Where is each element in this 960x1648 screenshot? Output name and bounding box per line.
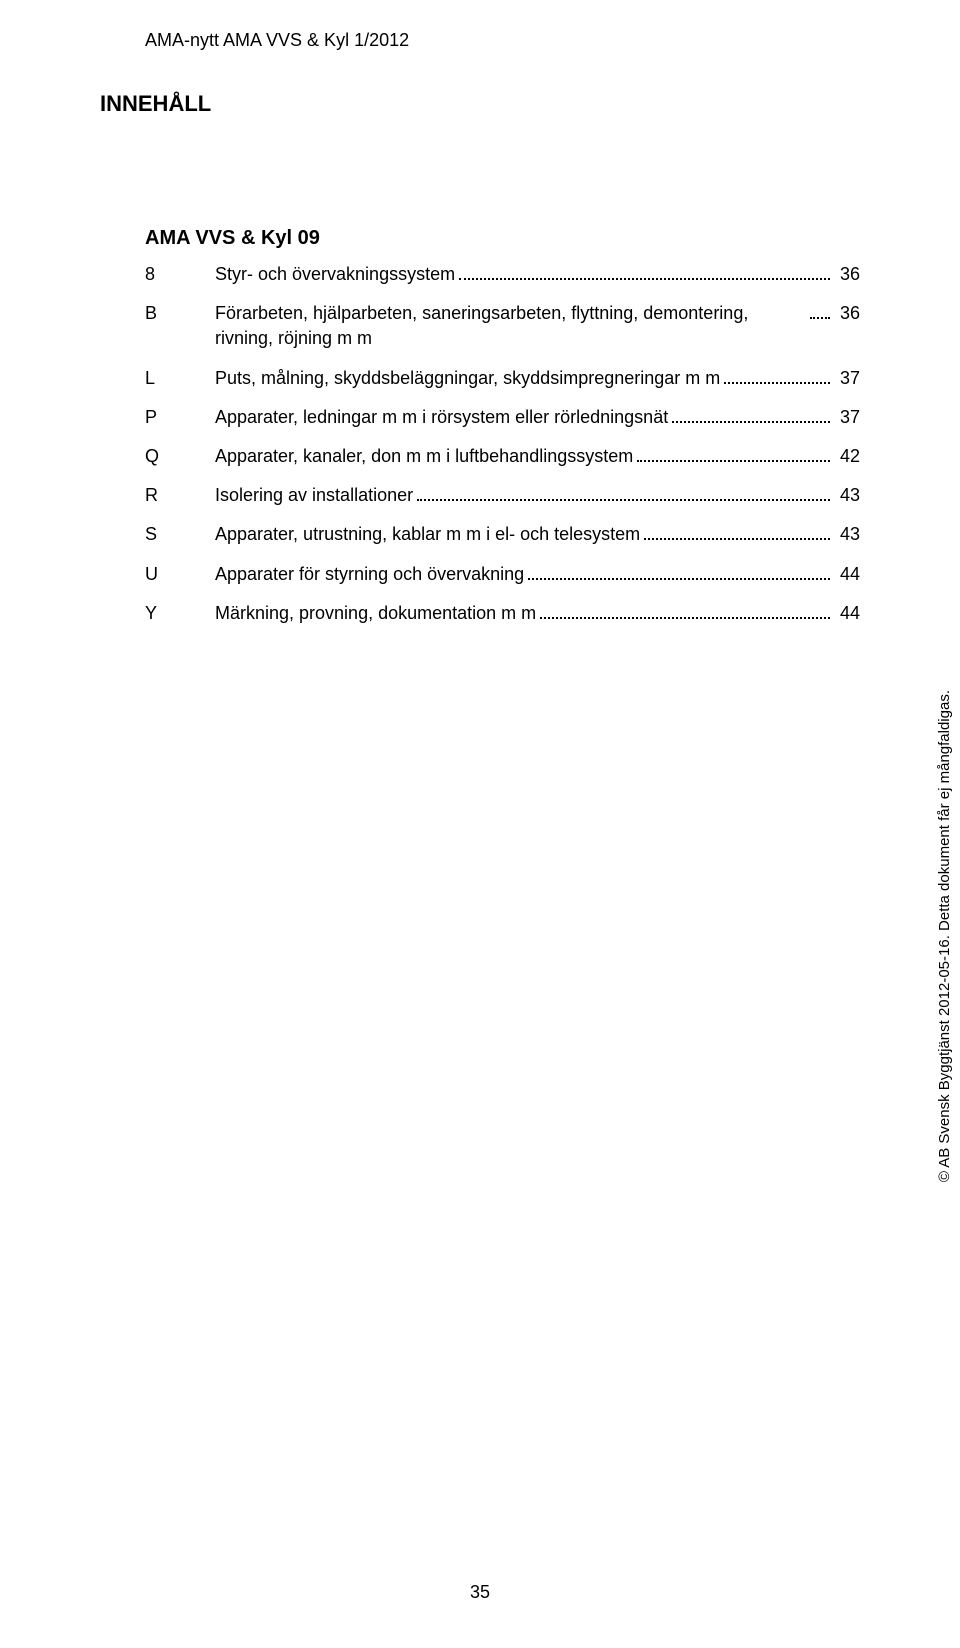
toc-row: R Isolering av installationer 43 (145, 483, 860, 508)
toc-code: P (145, 405, 215, 430)
toc-title: INNEHÅLL (100, 91, 860, 117)
toc-page: 36 (834, 301, 860, 326)
toc-row: P Apparater, ledningar m m i rörsystem e… (145, 405, 860, 430)
toc-text: Apparater, utrustning, kablar m m i el- … (215, 522, 640, 547)
document-page: AMA-nytt AMA VVS & Kyl 1/2012 INNEHÅLL A… (0, 0, 960, 1648)
toc-dots (724, 367, 830, 383)
toc-page: 36 (834, 262, 860, 287)
toc-code: 8 (145, 262, 215, 287)
toc-subtitle: AMA VVS & Kyl 09 (145, 227, 860, 250)
toc-row: Q Apparater, kanaler, don m m i luftbeha… (145, 444, 860, 469)
toc-entry: Apparater, utrustning, kablar m m i el- … (215, 522, 860, 547)
toc-code: B (145, 301, 215, 326)
toc-text: Apparater, ledningar m m i rörsystem ell… (215, 405, 668, 430)
toc-page: 43 (834, 483, 860, 508)
toc-row: S Apparater, utrustning, kablar m m i el… (145, 522, 860, 547)
toc-code: Y (145, 601, 215, 626)
page-number-footer: 35 (0, 1582, 960, 1603)
toc-page: 43 (834, 522, 860, 547)
toc-dots (644, 524, 830, 540)
toc-entry: Förarbeten, hjälparbeten, saneringsarbet… (215, 301, 860, 351)
toc-dots (417, 485, 830, 501)
toc-code: U (145, 562, 215, 587)
toc-page: 37 (834, 366, 860, 391)
toc-page: 44 (834, 562, 860, 587)
toc-text: Förarbeten, hjälparbeten, saneringsarbet… (215, 301, 806, 351)
toc-dots (672, 407, 830, 423)
document-header: AMA-nytt AMA VVS & Kyl 1/2012 (145, 30, 860, 51)
toc-code: L (145, 366, 215, 391)
toc-dots (637, 446, 830, 462)
toc-row: L Puts, målning, skyddsbeläggningar, sky… (145, 366, 860, 391)
toc-code: R (145, 483, 215, 508)
toc-dots (810, 303, 830, 319)
toc-page: 42 (834, 444, 860, 469)
toc-entry: Märkning, provning, dokumentation m m 44 (215, 601, 860, 626)
toc-dots (528, 563, 830, 579)
toc-entry: Styr- och övervakningssystem 36 (215, 262, 860, 287)
toc-entry: Puts, målning, skyddsbeläggningar, skydd… (215, 366, 860, 391)
toc-row: 8 Styr- och övervakningssystem 36 (145, 262, 860, 287)
toc-list: 8 Styr- och övervakningssystem 36 B Föra… (145, 262, 860, 626)
toc-text: Styr- och övervakningssystem (215, 262, 455, 287)
toc-page: 44 (834, 601, 860, 626)
toc-row: B Förarbeten, hjälparbeten, saneringsarb… (145, 301, 860, 351)
toc-dots (540, 603, 830, 619)
toc-entry: Apparater, ledningar m m i rörsystem ell… (215, 405, 860, 430)
toc-row: U Apparater för styrning och övervakning… (145, 562, 860, 587)
copyright-side-text: © AB Svensk Byggtjänst 2012-05-16. Detta… (936, 690, 953, 1182)
toc-code: Q (145, 444, 215, 469)
toc-dots (459, 264, 830, 280)
toc-code: S (145, 522, 215, 547)
toc-text: Märkning, provning, dokumentation m m (215, 601, 536, 626)
toc-text: Puts, målning, skyddsbeläggningar, skydd… (215, 366, 720, 391)
toc-text: Apparater, kanaler, don m m i luftbehand… (215, 444, 633, 469)
toc-text: Apparater för styrning och övervakning (215, 562, 524, 587)
toc-row: Y Märkning, provning, dokumentation m m … (145, 601, 860, 626)
toc-entry: Apparater för styrning och övervakning 4… (215, 562, 860, 587)
toc-entry: Isolering av installationer 43 (215, 483, 860, 508)
toc-page: 37 (834, 405, 860, 430)
toc-entry: Apparater, kanaler, don m m i luftbehand… (215, 444, 860, 469)
toc-text: Isolering av installationer (215, 483, 413, 508)
